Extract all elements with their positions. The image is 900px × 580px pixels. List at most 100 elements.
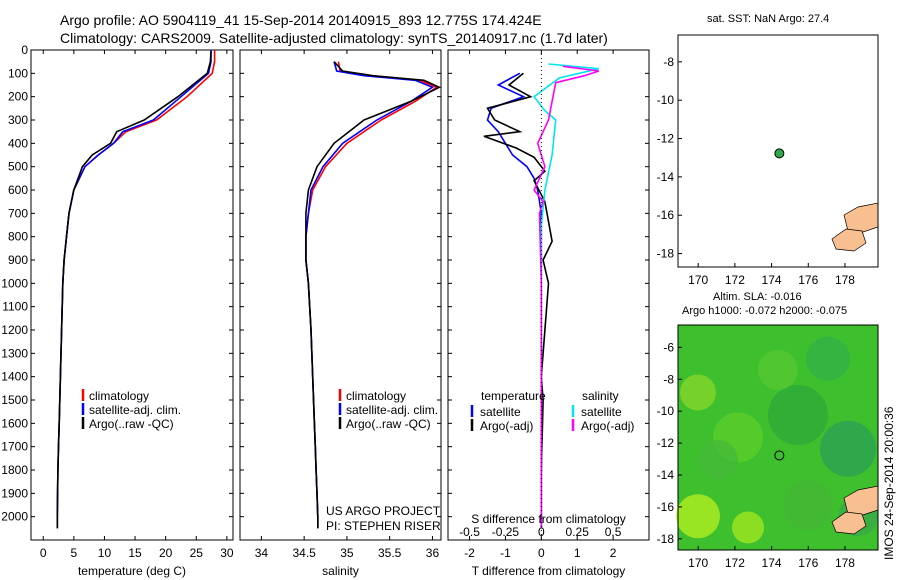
depth-tick-label: 300	[8, 113, 28, 127]
series-line-argo-raw-qc-	[305, 61, 442, 529]
depth-tick-label: 1500	[1, 393, 28, 407]
map-frame	[677, 324, 879, 551]
plot-frame-difference	[447, 49, 650, 541]
map-lat-label: -6	[663, 340, 674, 354]
map-lat-label: -16	[657, 208, 675, 222]
figure-title-line1: Argo profile: AO 5904119_41 15-Sep-2014 …	[60, 12, 542, 28]
map-lat-label: -16	[657, 500, 675, 514]
map-lat-label: -12	[657, 132, 675, 146]
series-line-temperature-satellite	[486, 72, 543, 529]
depth-tick-label: 1200	[1, 323, 28, 337]
map-lon-label: 172	[725, 556, 745, 570]
depth-tick-label: 1800	[1, 463, 28, 477]
legend-header: temperature	[481, 389, 546, 403]
series-line-climatology	[56, 50, 216, 529]
sla-anomaly-patch	[758, 350, 798, 390]
x-tick-label: 10	[98, 546, 112, 560]
series-line-salinity-satellite	[532, 63, 599, 529]
series-line-satellite-adj-clim-	[56, 50, 212, 529]
map-lat-label: -8	[663, 372, 674, 386]
map-lon-label: 176	[798, 556, 818, 570]
pi-annotation: PI: STEPHEN RISER	[326, 519, 441, 533]
sla-anomaly-patch	[732, 511, 764, 544]
land-island	[831, 228, 867, 252]
x-tick-label: -2	[464, 546, 475, 560]
x-tick-label: 1	[574, 546, 581, 560]
series-line-salinity-argo-adj-	[533, 65, 600, 529]
salinity-diff-tick-label: 0.5	[605, 525, 622, 539]
series-line-climatology	[305, 61, 439, 529]
salinity-diff-tick-label: -0.5	[459, 525, 480, 539]
map-lat-label: -12	[657, 436, 675, 450]
legend-header: salinity	[582, 389, 619, 403]
depth-tick-label: 100	[8, 66, 28, 80]
legend-label: satellite-adj. clim.	[89, 403, 181, 417]
legend-label: Argo(..raw -QC)	[346, 417, 431, 431]
sla-map	[676, 324, 879, 551]
sla-anomaly-patch	[698, 440, 738, 480]
map-lat-label: -14	[657, 170, 675, 184]
map-lon-label: 170	[688, 556, 708, 570]
x-tick-label: 36	[426, 546, 440, 560]
map-frame	[677, 34, 879, 268]
sla-map-title-1: Altim. SLA: -0.016	[713, 291, 802, 303]
argo-float-marker	[774, 148, 785, 159]
x-tick-label: 0	[538, 546, 545, 560]
depth-tick-label: 1300	[1, 346, 28, 360]
sst-map-title: sat. SST: NaN Argo: 27.4	[707, 13, 830, 25]
series-line-argo-raw-qc-	[56, 51, 212, 529]
land-island	[831, 511, 867, 535]
map-lat-label: -18	[657, 247, 675, 261]
map-lat-label: -10	[657, 404, 675, 418]
legend-label: satellite	[480, 405, 521, 419]
map-lon-label: 174	[762, 556, 782, 570]
map-lon-label: 178	[835, 273, 855, 287]
depth-tick-label: 600	[8, 183, 28, 197]
x-tick-label: 34.5	[292, 546, 316, 560]
x-axis-label: temperature (deg C)	[78, 564, 186, 578]
x-tick-label: -1	[500, 546, 511, 560]
depth-tick-label: 1400	[1, 370, 28, 384]
x-tick-label: 2	[610, 546, 617, 560]
map-lon-label: 176	[798, 273, 818, 287]
depth-tick-label: 1600	[1, 416, 28, 430]
x-tick-label: 15	[128, 546, 142, 560]
depth-tick-label: 800	[8, 230, 28, 244]
series-line-satellite-adj-clim-	[305, 61, 435, 529]
x-tick-label: 30	[220, 546, 234, 560]
legend-label: Argo(-adj)	[581, 419, 634, 433]
legend-label: satellite-adj. clim.	[346, 403, 438, 417]
legend-label: Argo(-adj)	[480, 419, 533, 433]
map-lon-label: 170	[688, 273, 708, 287]
sla-anomaly-patch	[806, 336, 850, 381]
salinity-diff-tick-label: 0	[538, 525, 545, 539]
x-tick-label: 35	[340, 546, 354, 560]
legend-label: Argo(..raw -QC)	[89, 417, 174, 431]
depth-tick-label: 400	[8, 136, 28, 150]
figure-title-line2: Climatology: CARS2009. Satellite-adjuste…	[60, 30, 608, 46]
salinity-diff-tick-label: -0.25	[492, 525, 520, 539]
depth-tick-label: 1700	[1, 440, 28, 454]
sla-anomaly-patch	[680, 374, 716, 411]
argo-float-marker	[774, 450, 785, 461]
map-lat-label: -14	[657, 468, 675, 482]
sla-anomaly-patch	[768, 385, 828, 445]
depth-tick-label: 200	[8, 90, 28, 104]
plot-frame-temperature	[30, 49, 234, 541]
x-tick-label: 25	[190, 546, 204, 560]
legend-label: satellite	[581, 405, 622, 419]
depth-tick-label: 700	[8, 206, 28, 220]
plot-frame-salinity	[239, 49, 442, 541]
depth-tick-label: 500	[8, 160, 28, 174]
depth-tick-label: 1100	[2, 300, 28, 314]
legend-label: climatology	[346, 389, 406, 403]
depth-tick-label: 900	[8, 253, 28, 267]
map-lon-label: 172	[725, 273, 745, 287]
sla-anomaly-patch	[820, 420, 876, 477]
x-tick-label: 0	[40, 546, 47, 560]
x-tick-label: 5	[71, 546, 78, 560]
sst-map	[677, 34, 879, 268]
sla-anomaly-patch	[676, 494, 720, 539]
depth-tick-label: 1000	[1, 276, 28, 290]
